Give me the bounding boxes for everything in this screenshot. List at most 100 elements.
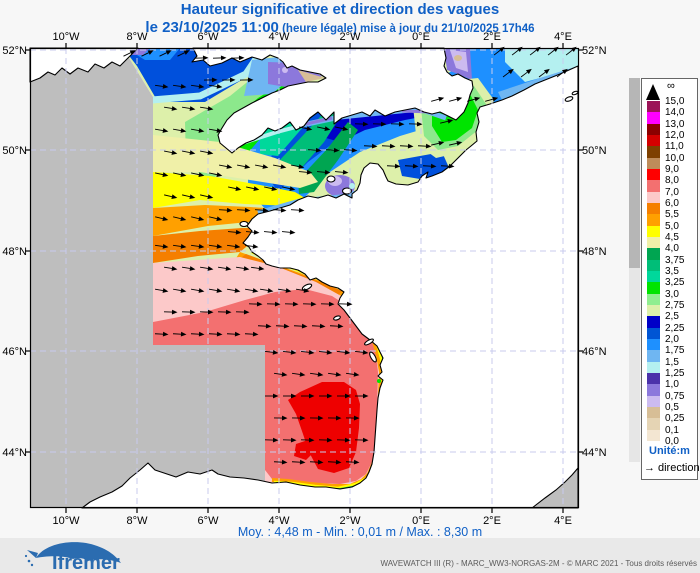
axis-tick-label: 0°E — [412, 515, 430, 527]
axis-tick-label: 48°N — [582, 246, 607, 258]
legend-value: 0,75 — [665, 390, 685, 402]
direction-label: direction — [658, 462, 700, 474]
direction-arrow — [302, 301, 317, 307]
axis-tick-label: 4°E — [554, 31, 572, 43]
direction-arrow — [190, 331, 205, 337]
direction-arrow — [301, 393, 315, 399]
axis-tick-label: 52°N — [2, 45, 27, 57]
legend-value: 7,0 — [665, 186, 679, 198]
axis-tick-label: 10°W — [52, 31, 80, 43]
direction-arrow — [244, 331, 259, 337]
direction-arrow — [309, 415, 324, 421]
axis-tick-label: 50°N — [2, 145, 27, 157]
stats-line: Moy. : 4,48 m - Min. : 0,01 m / Max. : 8… — [237, 525, 483, 539]
legend-color-cell — [647, 304, 660, 317]
direction-arrow — [173, 216, 187, 222]
direction-arrow — [273, 415, 288, 421]
legend-value: 14,0 — [665, 107, 685, 119]
axis-tick-label: 6°W — [198, 515, 220, 527]
direction-arrow — [386, 163, 401, 169]
direction-arrow — [263, 229, 278, 235]
legend-value: 0,25 — [665, 413, 685, 425]
sea-biscay-red2 — [294, 440, 314, 460]
direction-arrow — [329, 323, 344, 329]
direction-arrow — [264, 437, 279, 443]
legend-value: 5,5 — [665, 209, 679, 221]
direction-arrow — [172, 244, 187, 249]
legend-value: 5,0 — [665, 220, 679, 232]
island-re — [364, 338, 374, 346]
wave-map: 10°W 10°W 8°W 8°W 6°W 6°W 4°W 4°W 2°W 2°W 0°E 0°E 2°… — [2, 31, 607, 527]
legend-color-cell — [647, 384, 660, 396]
island-yeu — [333, 315, 341, 321]
direction-arrow — [282, 186, 296, 191]
legend-color-cell — [647, 429, 660, 441]
legend-value: 1,75 — [665, 345, 685, 357]
direction-arrow — [239, 77, 254, 83]
sea-bristol-purple — [268, 62, 322, 88]
axis-tick-label: 8°W — [127, 31, 149, 43]
axis-tick-label: 44°N — [2, 447, 27, 459]
legend-value: 1,5 — [665, 356, 679, 368]
legend-color-cell — [647, 236, 660, 249]
direction-arrow — [200, 150, 214, 155]
direction-arrow — [227, 229, 242, 235]
direction-arrow — [345, 372, 360, 377]
island-oleron — [369, 351, 377, 363]
legend-color-cell — [647, 146, 660, 158]
direction-arrow — [275, 323, 290, 329]
direction-arrow — [208, 288, 223, 293]
direction-arrow — [431, 96, 445, 102]
direction-arrow — [237, 164, 251, 169]
direction-arrow — [209, 216, 223, 222]
direction-arrow — [155, 216, 169, 222]
direction-arrow — [190, 128, 205, 133]
infinity-arrow-icon — [646, 84, 660, 100]
direction-arrow — [335, 126, 349, 131]
land-england — [191, 47, 474, 154]
sea-band-paleyellow — [153, 135, 318, 188]
axis-tick-label: 8°W — [127, 515, 149, 527]
direction-arrow — [440, 118, 454, 124]
direction-arrow — [273, 372, 288, 377]
legend-color-cell — [647, 225, 660, 237]
direction-arrow — [325, 147, 340, 153]
direction-arrow — [172, 331, 187, 337]
legend-value: 9,0 — [665, 163, 679, 175]
scrollbar[interactable] — [629, 78, 640, 462]
axis-tick-label: 2°W — [340, 31, 362, 43]
direction-arrow — [244, 288, 259, 293]
direction-arrow — [182, 150, 196, 155]
direction-arrow — [556, 68, 568, 78]
legend-color-cell — [647, 248, 660, 260]
direction-arrow — [164, 194, 178, 200]
legend-value: 4,0 — [665, 243, 679, 255]
direction-arrow — [235, 309, 250, 315]
scrollbar-thumb[interactable] — [629, 78, 640, 268]
direction-arrow — [208, 244, 223, 249]
direction-arrow — [293, 323, 308, 329]
legend-value: 0,5 — [665, 401, 679, 413]
footer-credit: WAVEWATCH III (R) - MARC_WW3-NORGAS-2M -… — [380, 559, 697, 568]
legend-value: 13,0 — [665, 118, 685, 130]
axis-tick-label: 2°E — [483, 31, 501, 43]
sea-bristol-tan — [298, 70, 325, 82]
direction-arrow — [172, 128, 187, 133]
direction-arrow — [449, 96, 463, 102]
legend-color-cell — [647, 270, 660, 283]
direction-arrow — [440, 163, 455, 169]
direction-arrow — [190, 288, 205, 293]
legend-color-cell — [647, 214, 660, 226]
land-group — [29, 47, 579, 509]
legend-color-cell — [647, 101, 660, 113]
direction-arrow — [177, 50, 190, 57]
axis-tick-label: 2°W — [340, 515, 362, 527]
legend-color-cell — [647, 180, 660, 192]
direction-arrow — [172, 288, 187, 293]
direction-arrow — [502, 68, 514, 78]
direction-arrow — [255, 164, 269, 169]
direction-arrow — [399, 143, 414, 149]
spray-dot3 — [30, 563, 34, 567]
sea-irish-strip — [123, 48, 262, 102]
plot-border — [29, 47, 580, 509]
